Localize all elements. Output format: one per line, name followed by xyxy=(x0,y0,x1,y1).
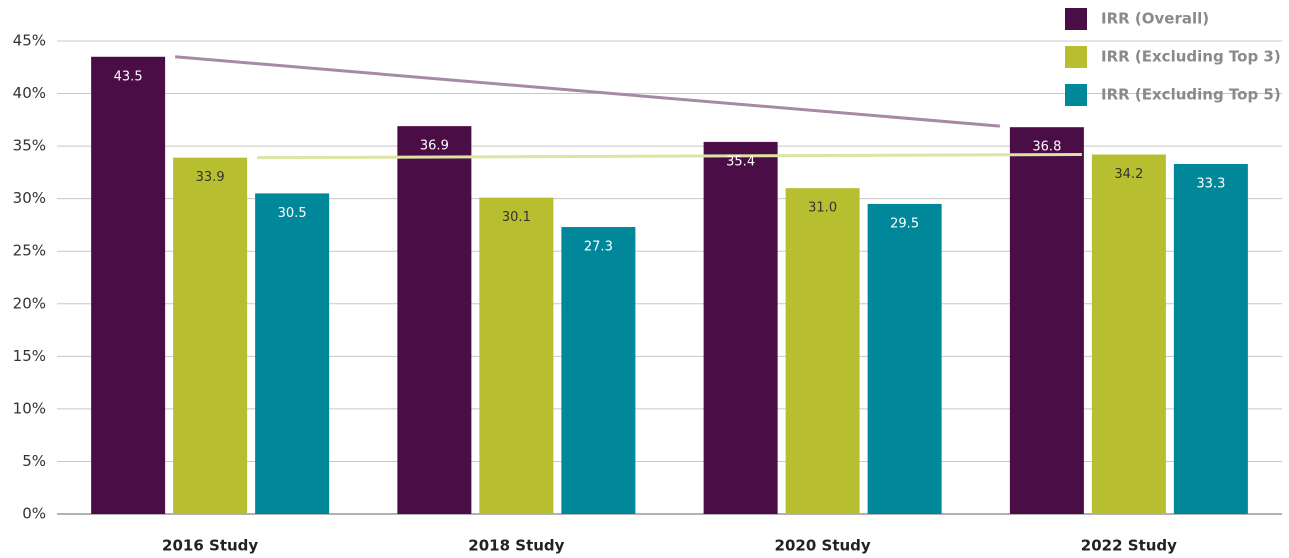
bar xyxy=(1009,127,1084,515)
legend-label: IRR (Excluding Top 3) xyxy=(1101,48,1281,66)
legend-swatch xyxy=(1065,46,1087,68)
value-label: 34.2 xyxy=(1114,167,1143,182)
value-label: 33.3 xyxy=(1196,176,1225,191)
bar xyxy=(255,193,330,514)
value-label: 36.9 xyxy=(420,139,449,154)
bar xyxy=(561,227,636,514)
y-tick-label: 10% xyxy=(13,399,46,417)
bar xyxy=(1173,163,1248,515)
y-tick-label: 25% xyxy=(13,242,46,260)
value-label: 36.8 xyxy=(1032,140,1061,155)
value-label: 27.3 xyxy=(584,240,613,255)
y-tick-label: 20% xyxy=(13,294,46,312)
y-tick-label: 30% xyxy=(13,189,46,207)
y-tick-label: 35% xyxy=(13,137,46,155)
y-tick-label: 45% xyxy=(13,32,46,50)
trend-line xyxy=(174,55,1001,128)
value-label: 30.1 xyxy=(502,210,531,225)
legend-swatch xyxy=(1065,8,1087,30)
x-tick-label: 2018 Study xyxy=(468,537,564,555)
trend-line xyxy=(257,153,1082,160)
legend-label: IRR (Overall) xyxy=(1101,10,1209,28)
bar xyxy=(1091,154,1166,514)
y-tick-label: 0% xyxy=(22,505,46,523)
bar xyxy=(785,188,860,514)
y-tick-label: 15% xyxy=(13,347,46,365)
x-tick-label: 2020 Study xyxy=(775,537,871,555)
bar xyxy=(703,141,778,514)
value-label: 30.5 xyxy=(278,206,307,221)
value-label: 35.4 xyxy=(726,154,755,169)
value-label: 33.9 xyxy=(196,170,225,185)
legend-label: IRR (Excluding Top 5) xyxy=(1101,86,1281,104)
bar xyxy=(479,197,554,515)
bar xyxy=(397,126,472,514)
bar xyxy=(91,56,166,515)
y-tick-label: 5% xyxy=(22,452,46,470)
bar xyxy=(867,203,942,514)
x-tick-label: 2016 Study xyxy=(162,537,258,555)
value-label: 31.0 xyxy=(808,201,837,216)
legend-swatch xyxy=(1065,84,1087,106)
value-label: 29.5 xyxy=(890,216,919,231)
value-label: 43.5 xyxy=(114,69,143,84)
bar xyxy=(173,157,248,514)
y-tick-label: 40% xyxy=(13,84,46,102)
x-tick-label: 2022 Study xyxy=(1081,537,1177,555)
